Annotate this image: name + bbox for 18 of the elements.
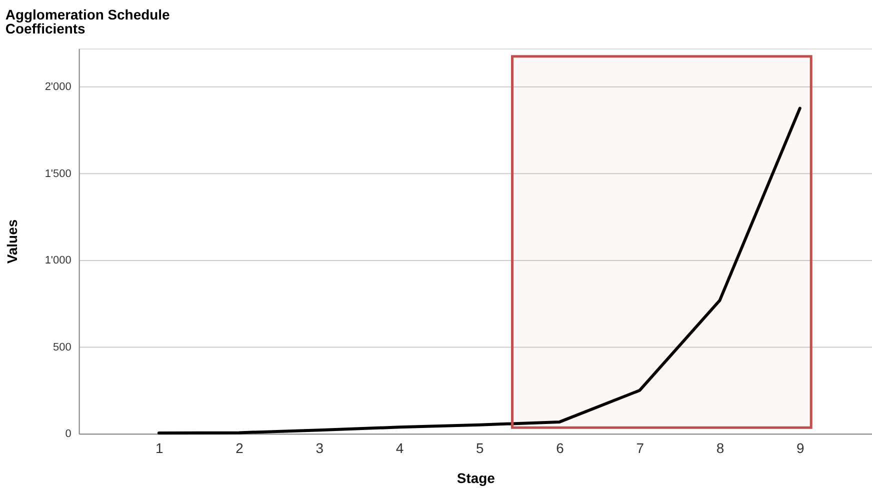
y-tick-label: 500 <box>53 341 72 354</box>
y-tick-label: 0 <box>65 428 72 440</box>
y-axis-title: Values <box>4 219 20 264</box>
y-tick-label: 2'000 <box>44 81 72 94</box>
y-tick-label: 1'000 <box>44 254 72 267</box>
x-tick-label: 3 <box>316 440 324 456</box>
y-tick-label: 1'500 <box>44 168 72 180</box>
line-series <box>157 106 802 435</box>
x-tick-label: 6 <box>556 440 564 456</box>
x-tick-label: 7 <box>636 440 644 456</box>
x-axis-title: Stage <box>456 470 496 486</box>
x-tick-label: 9 <box>796 440 805 456</box>
x-tick-label: 2 <box>236 440 244 456</box>
chart-title: Agglomeration Schedule <box>5 6 170 23</box>
x-tick-label: 4 <box>396 440 404 456</box>
x-tick-label: 1 <box>156 440 164 456</box>
x-tick-label: 5 <box>476 440 484 456</box>
x-tick-label: 8 <box>716 440 724 456</box>
